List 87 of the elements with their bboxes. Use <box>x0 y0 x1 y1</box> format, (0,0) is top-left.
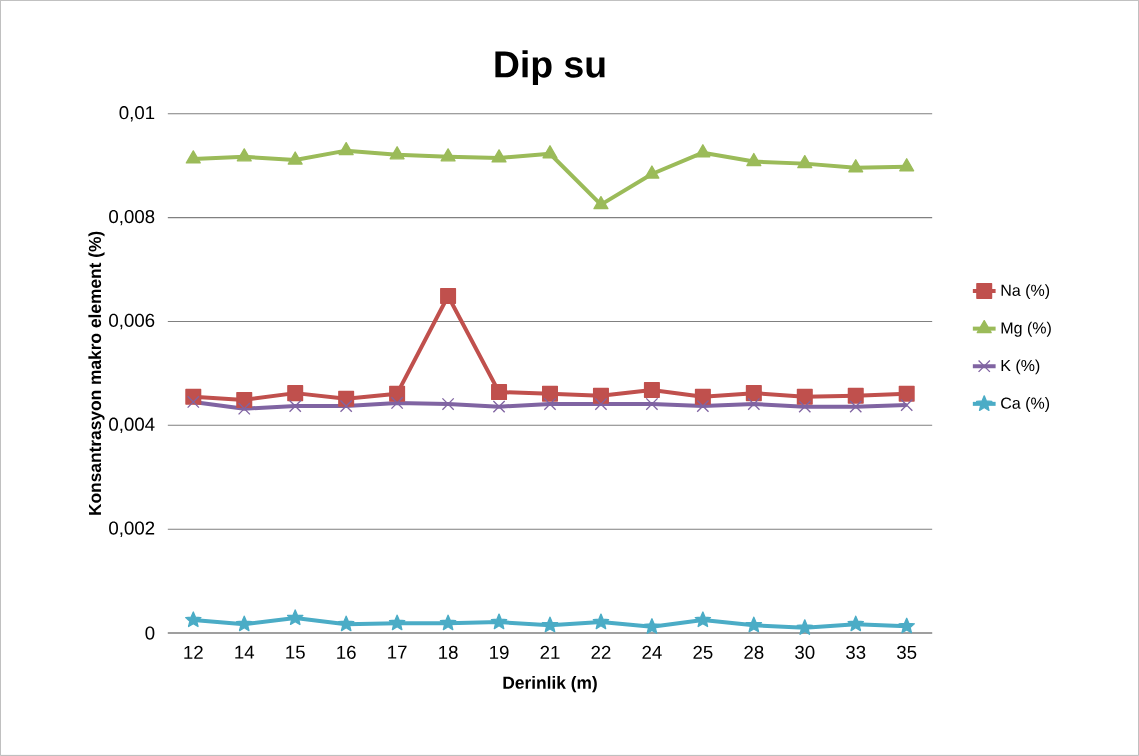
x-tick-label: 21 <box>540 645 560 659</box>
point <box>185 611 202 628</box>
legend-label: K (%) <box>1001 359 1040 375</box>
point <box>490 613 508 630</box>
point <box>594 397 608 411</box>
point <box>543 397 557 411</box>
point <box>900 398 914 412</box>
point <box>389 385 406 402</box>
point <box>847 615 865 632</box>
point <box>491 149 507 163</box>
y-tick-label: 0,002 <box>109 521 155 537</box>
point <box>898 617 915 634</box>
legend-label: Ca (%) <box>1001 397 1050 413</box>
point <box>389 146 405 160</box>
point <box>694 611 712 628</box>
point <box>237 402 251 416</box>
point <box>848 159 864 173</box>
x-tick-label: 18 <box>439 645 458 660</box>
x-tick-label: 22 <box>591 645 611 659</box>
point <box>592 613 610 630</box>
y-tick-label: 0,006 <box>109 313 155 330</box>
x-tick-label: 17 <box>388 645 407 659</box>
x-tick-label: 19 <box>490 645 509 660</box>
point <box>694 388 711 405</box>
point <box>440 148 456 162</box>
point <box>797 155 813 169</box>
x-axis-title: Derinlik (m) <box>503 676 597 693</box>
point <box>745 385 762 402</box>
point <box>185 150 201 164</box>
point <box>593 196 609 210</box>
x-tick-label: 14 <box>235 645 255 659</box>
point <box>492 400 506 414</box>
x-tick-label: 30 <box>795 645 815 660</box>
point <box>592 387 609 404</box>
chart-title: Dip su <box>495 50 605 86</box>
x-tick-label: 35 <box>897 645 917 660</box>
point <box>847 387 864 404</box>
point <box>643 382 660 399</box>
point <box>287 385 304 402</box>
x-tick-label: 16 <box>337 645 356 660</box>
point <box>439 614 457 631</box>
point <box>337 615 355 632</box>
point <box>643 618 661 635</box>
point <box>644 165 660 179</box>
y-axis-title: Konsantrasyon makro element (%) <box>88 231 105 515</box>
point <box>796 388 813 405</box>
point <box>338 390 355 407</box>
point <box>796 619 814 636</box>
x-tick-label: 33 <box>846 645 866 660</box>
point <box>339 399 353 413</box>
point <box>747 397 761 411</box>
point <box>695 144 711 158</box>
point <box>849 400 863 414</box>
x-tick-label: 25 <box>693 645 713 660</box>
y-tick-label: 0,004 <box>109 417 155 434</box>
point <box>236 391 253 408</box>
point <box>645 397 659 411</box>
x-tick-label: 28 <box>744 645 764 660</box>
point <box>798 400 812 414</box>
point <box>441 397 455 411</box>
point <box>186 395 200 409</box>
point <box>236 148 252 162</box>
point <box>338 142 354 156</box>
point <box>746 152 762 167</box>
x-tick-label: 12 <box>184 645 203 659</box>
point <box>286 609 304 626</box>
legend-label: Na (%) <box>1001 284 1050 300</box>
point <box>696 399 710 413</box>
legend-label: Mg (%) <box>1001 321 1051 337</box>
point <box>288 399 302 413</box>
point <box>287 151 303 165</box>
point <box>898 385 915 402</box>
point <box>745 616 763 633</box>
point <box>541 385 558 402</box>
point <box>235 615 253 632</box>
y-tick-label: 0,01 <box>119 106 155 122</box>
point <box>491 384 508 401</box>
x-tick-label: 24 <box>642 645 662 659</box>
point <box>390 396 404 410</box>
point <box>899 158 915 172</box>
y-tick-label: 0 <box>145 626 155 640</box>
y-tick-label: 0,008 <box>109 209 155 226</box>
point <box>542 145 558 159</box>
point <box>541 616 559 633</box>
point <box>388 614 406 631</box>
point <box>440 288 457 305</box>
x-tick-label: 15 <box>286 645 305 659</box>
